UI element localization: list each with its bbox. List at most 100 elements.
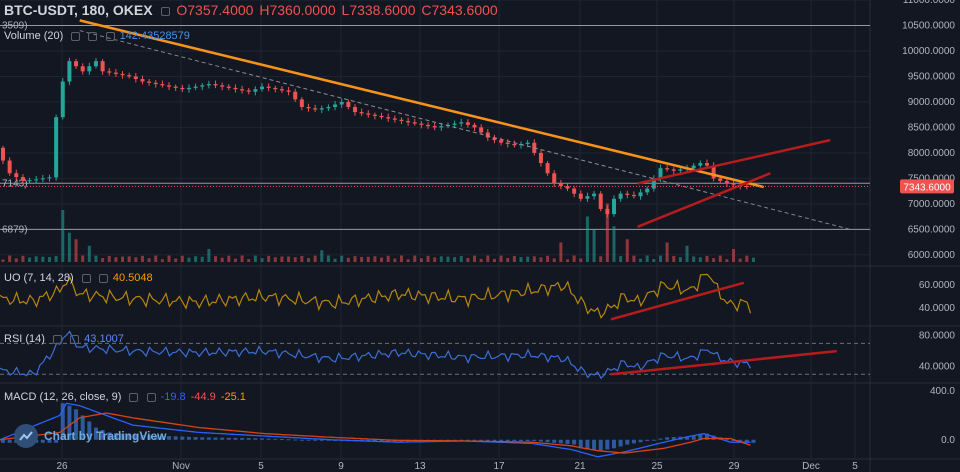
- uo-pane[interactable]: [0, 273, 752, 321]
- close-icon[interactable]: [70, 334, 80, 344]
- macd-histogram-bar: [213, 437, 218, 440]
- macd-histogram-bar: [485, 439, 490, 442]
- volume-bar: [738, 258, 742, 262]
- settings-icon[interactable]: [81, 273, 91, 283]
- time-axis[interactable]: 26 Nov 5 9 13 17 21 25 29 Dec 5: [56, 461, 858, 472]
- settings-icon[interactable]: [53, 334, 63, 344]
- candle-body: [246, 90, 251, 92]
- macd-histogram-bar: [286, 439, 291, 441]
- close-icon[interactable]: [105, 31, 115, 41]
- uo-trendline[interactable]: [610, 281, 745, 321]
- horizontal-line-label: 3509): [2, 20, 28, 31]
- candle-body: [299, 99, 304, 108]
- close-icon[interactable]: [98, 273, 108, 283]
- candle-body: [704, 163, 709, 166]
- candle-body: [731, 183, 736, 185]
- volume-bar: [751, 257, 755, 262]
- rsi-pane[interactable]: [0, 330, 870, 380]
- uo-line: [0, 273, 752, 319]
- macd-histogram-bar: [319, 439, 324, 441]
- candle-body: [27, 180, 32, 182]
- macd-histogram-bar: [299, 439, 304, 441]
- volume-bar: [619, 256, 623, 262]
- volume-bar: [672, 255, 676, 262]
- macd-tick-label: 400.0: [930, 386, 955, 397]
- macd-histogram-bar: [240, 438, 245, 440]
- volume-bar: [227, 255, 231, 262]
- macd-histogram-bar: [120, 433, 125, 440]
- trendline-orange[interactable]: [79, 19, 765, 189]
- volume-bar: [147, 258, 151, 262]
- settings-icon[interactable]: [88, 31, 98, 41]
- candle-body: [213, 84, 218, 86]
- tradingview-logo-icon: [14, 424, 38, 448]
- volume-bar: [247, 259, 251, 262]
- macd-histogram-bar: [605, 439, 610, 450]
- uo-tick-label: 60.0000: [919, 280, 956, 291]
- volume-bar: [473, 255, 477, 262]
- macd-histogram-bar: [87, 421, 92, 440]
- candle-body: [54, 117, 59, 178]
- macd-histogram-bar: [519, 439, 524, 442]
- candle-body: [346, 101, 351, 108]
- volume-bar: [712, 258, 716, 262]
- price-axis[interactable]: 11000.0000 10500.0000 10000.0000 9500.0000 9…: [900, 0, 955, 446]
- time-tick-label: 25: [651, 461, 663, 472]
- candle-body: [678, 169, 683, 171]
- candle-body: [512, 143, 517, 146]
- candle-body: [724, 180, 729, 184]
- eye-icon[interactable]: [71, 31, 81, 41]
- volume-bar: [446, 256, 450, 262]
- macd-histogram-bar: [532, 439, 537, 441]
- macd-line: [0, 402, 751, 458]
- macd-tick-label: 0.0: [941, 435, 955, 446]
- candle-body: [240, 89, 245, 91]
- price-tick-label: 8500.0000: [908, 122, 956, 133]
- macd-histogram-bar: [167, 436, 172, 440]
- close-icon[interactable]: [146, 392, 156, 402]
- trendline-channel[interactable]: [637, 138, 831, 185]
- volume-bar: [280, 256, 284, 262]
- settings-icon[interactable]: [129, 392, 139, 402]
- volume-bar: [320, 250, 324, 262]
- time-tick-label: 26: [56, 461, 68, 472]
- macd-histogram-bar: [233, 437, 238, 440]
- price-tick-label: 6000.0000: [908, 250, 956, 261]
- volume-bar: [214, 256, 218, 262]
- volume-bar: [453, 257, 457, 262]
- macd-histogram-bar: [724, 439, 729, 441]
- volume-bar: [81, 255, 85, 262]
- macd-histogram-bar: [80, 415, 85, 440]
- macd-histogram-bar: [545, 439, 550, 443]
- macd-histogram-bar: [93, 427, 98, 440]
- candle-body: [180, 87, 185, 90]
- volume-bar: [526, 256, 530, 262]
- candle-body: [127, 75, 132, 77]
- settings-icon[interactable]: [161, 6, 171, 16]
- candle-body: [14, 173, 19, 178]
- hist-value: -25.1: [220, 391, 246, 403]
- macd-histogram-bar: [538, 439, 543, 442]
- candle-body: [386, 117, 391, 119]
- volume-bar: [127, 256, 131, 262]
- candle-body: [472, 124, 477, 128]
- price-tick-label: 7000.0000: [908, 199, 956, 210]
- price-pane[interactable]: 3509) 7143) 6879): [0, 19, 870, 262]
- candle-body: [147, 81, 152, 83]
- candle-body: [153, 82, 158, 85]
- macd-histogram-bar: [572, 439, 577, 445]
- volume-bar: [685, 245, 689, 262]
- trendline-channel[interactable]: [637, 172, 771, 228]
- candle-body: [74, 61, 79, 67]
- macd-pane[interactable]: [0, 402, 756, 458]
- rsi-trendline[interactable]: [610, 349, 837, 376]
- volume-bar: [698, 257, 702, 262]
- volume-bar: [353, 256, 357, 262]
- main-legend: BTC-USDT, 180, OKEX O7357.4000 H7360.000…: [4, 2, 500, 18]
- macd-histogram-bar: [386, 439, 391, 442]
- volume-bar: [499, 255, 503, 262]
- macd-histogram-bar: [200, 437, 205, 440]
- watermark[interactable]: Chart by TradingView: [14, 424, 166, 448]
- candle-body: [7, 160, 12, 174]
